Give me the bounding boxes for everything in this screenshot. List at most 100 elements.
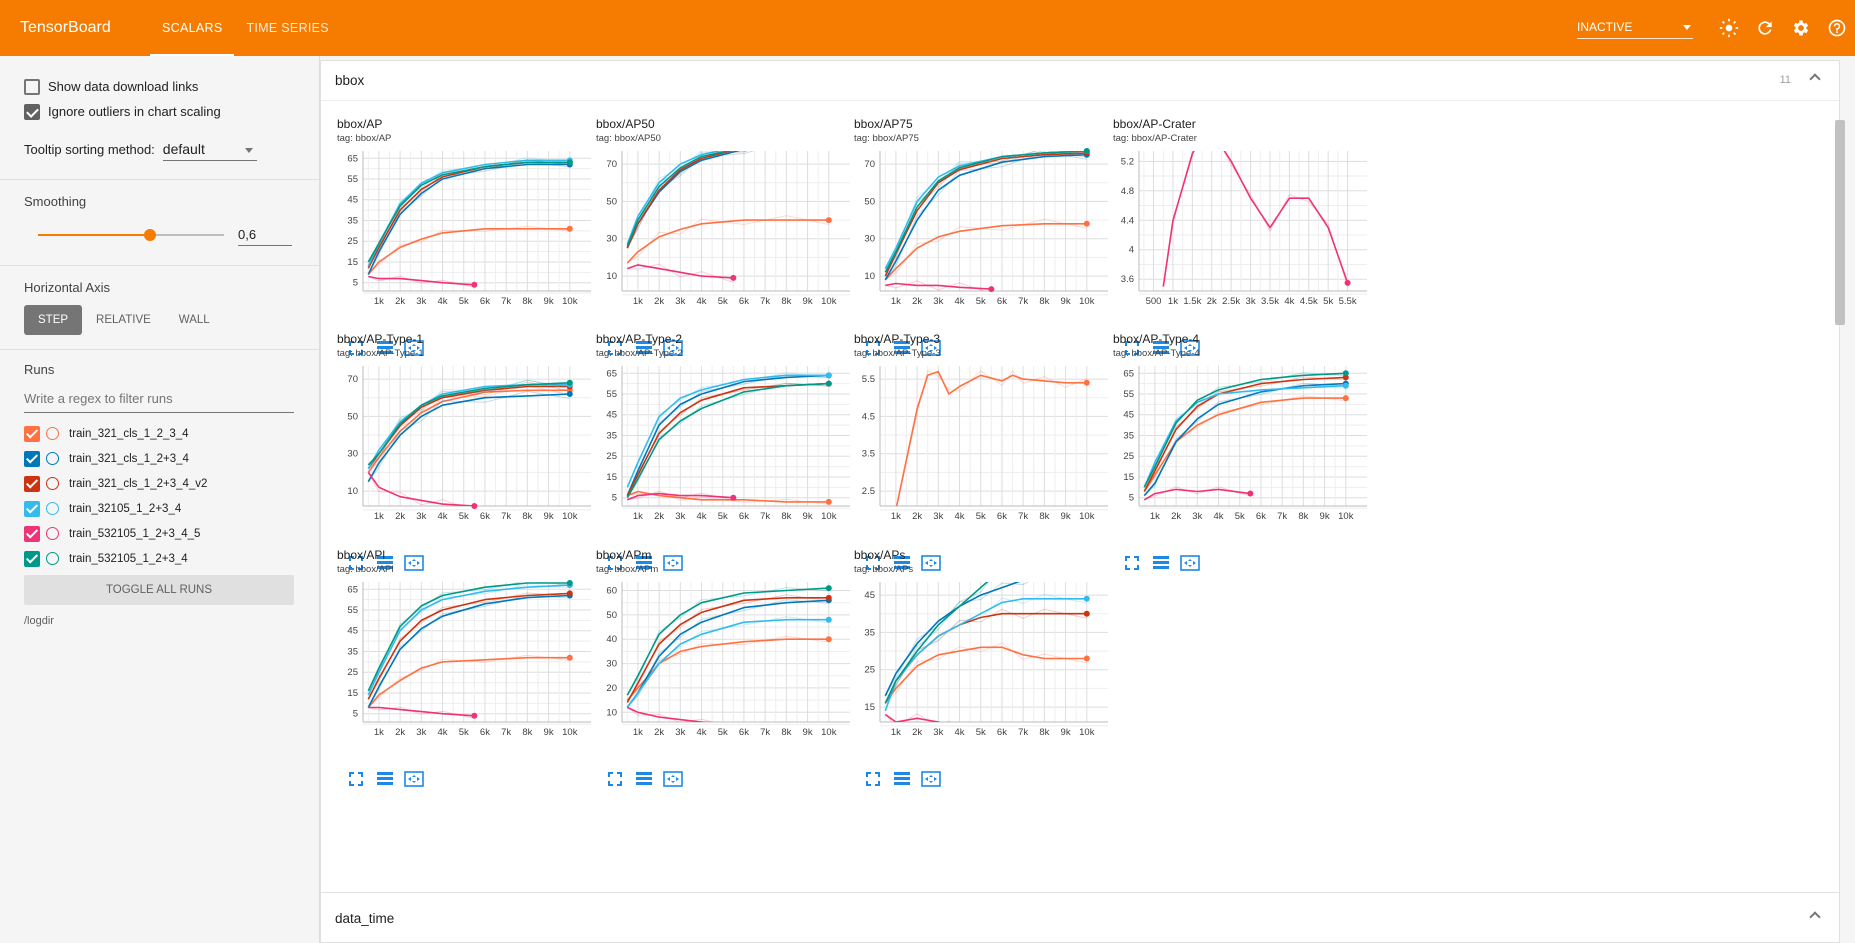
chart-plot[interactable]: 70 50 30 10 1k 2k 3k 4k 5k 6k 7k 8k 9k 10k xyxy=(337,362,597,542)
brightness-icon[interactable] xyxy=(1711,10,1747,46)
run-color-swatch[interactable] xyxy=(46,552,59,565)
series-line[interactable] xyxy=(626,147,829,249)
run-checkbox[interactable] xyxy=(24,475,40,492)
fullscreen-icon[interactable] xyxy=(862,339,884,357)
smoothing-value-input[interactable]: 0,6 xyxy=(238,224,292,246)
series-line[interactable] xyxy=(367,656,570,709)
series-line[interactable] xyxy=(626,618,829,708)
series-line[interactable] xyxy=(368,275,475,286)
series-line[interactable] xyxy=(884,152,1087,277)
series-line[interactable] xyxy=(367,382,570,466)
series-end-point[interactable] xyxy=(825,217,832,224)
series-line[interactable] xyxy=(367,592,570,700)
series-line[interactable] xyxy=(627,492,734,501)
fit-domain-icon[interactable] xyxy=(403,554,425,572)
series-line[interactable] xyxy=(1143,488,1251,501)
data-table-icon[interactable] xyxy=(1150,554,1172,572)
checkbox-box[interactable] xyxy=(24,78,40,95)
chart-plot[interactable]: 65 55 45 35 25 15 5 1k 2k 3k 4k 5k 6k 7k 8k 9k 10k xyxy=(1113,362,1373,542)
fullscreen-icon[interactable] xyxy=(604,770,626,788)
series-line[interactable] xyxy=(626,147,829,249)
axis-relative-button[interactable]: RELATIVE xyxy=(96,314,151,326)
series-line[interactable] xyxy=(367,582,570,692)
toggle-all-runs-button[interactable]: TOGGLE ALL RUNS xyxy=(24,575,294,605)
chart-plot[interactable]: 5.5 4.5 3.5 2.5 1k 2k 3k 4k 5k 6k 7k 8k 9k 10k xyxy=(854,362,1114,542)
fit-domain-icon[interactable] xyxy=(403,339,425,357)
series-line[interactable] xyxy=(626,382,829,499)
fullscreen-icon[interactable] xyxy=(345,554,367,572)
run-checkbox[interactable] xyxy=(24,500,40,517)
series-end-point[interactable] xyxy=(730,274,737,281)
chart-plot[interactable]: 60 50 40 30 20 10 1k 2k 3k 4k 5k 6k 7k 8k 9k 10k xyxy=(596,578,856,758)
series-end-point[interactable] xyxy=(825,380,832,387)
data-table-icon[interactable] xyxy=(1150,339,1172,357)
ignore-outliers-checkbox[interactable]: Ignore outliers in chart scaling xyxy=(24,99,295,124)
series-line[interactable] xyxy=(884,597,1087,712)
chart-plot[interactable]: 70 50 30 10 1k 2k 3k 4k 5k 6k 7k 8k 9k 10k xyxy=(854,147,1114,327)
inactive-plugin-select[interactable]: INACTIVE xyxy=(1577,17,1693,39)
series-line[interactable] xyxy=(1162,147,1349,287)
refresh-icon[interactable] xyxy=(1747,10,1783,46)
chart-plot[interactable]: 70 50 30 10 1k 2k 3k 4k 5k 6k 7k 8k 9k 10k xyxy=(596,147,856,327)
checkbox-box-checked[interactable] xyxy=(24,103,40,120)
tab-time-series[interactable]: TIME SERIES xyxy=(246,21,329,35)
series-line[interactable] xyxy=(626,599,829,708)
series-end-point[interactable] xyxy=(825,372,832,379)
fit-domain-icon[interactable] xyxy=(662,770,684,788)
series-line[interactable] xyxy=(626,374,829,496)
series-end-point[interactable] xyxy=(1083,655,1090,662)
series-end-point[interactable] xyxy=(471,281,478,288)
data-table-icon[interactable] xyxy=(374,339,396,357)
series-line[interactable] xyxy=(367,584,570,696)
chart-plot[interactable]: 65 55 45 35 25 15 5 1k 2k 3k 4k 5k 6k 7k 8k 9k 10k xyxy=(337,147,597,327)
run-checkbox[interactable] xyxy=(24,550,40,567)
run-color-swatch[interactable] xyxy=(46,452,59,465)
fullscreen-icon[interactable] xyxy=(1121,554,1143,572)
fit-domain-icon[interactable] xyxy=(1179,339,1201,357)
data-table-icon[interactable] xyxy=(891,554,913,572)
show-download-links-checkbox[interactable]: Show data download links xyxy=(24,74,295,99)
fit-domain-icon[interactable] xyxy=(662,339,684,357)
series-end-point[interactable] xyxy=(1083,610,1090,617)
series-line[interactable] xyxy=(884,153,1087,281)
series-end-point[interactable] xyxy=(566,379,573,386)
series-end-point[interactable] xyxy=(566,225,573,232)
run-row[interactable]: train_321_cls_1_2+3_4_v2 xyxy=(24,471,295,496)
run-row[interactable]: train_532105_1_2+3_4 xyxy=(24,546,295,571)
series-line[interactable] xyxy=(367,385,570,470)
help-icon[interactable] xyxy=(1819,10,1855,46)
series-line[interactable] xyxy=(884,223,1087,281)
axis-wall-button[interactable]: WALL xyxy=(178,314,210,326)
series-end-point[interactable] xyxy=(730,494,737,501)
series-line[interactable] xyxy=(1143,376,1346,492)
slider-thumb[interactable] xyxy=(143,229,156,241)
chart-plot[interactable]: 65 55 45 35 25 15 5 1k 2k 3k 4k 5k 6k 7k 8k 9k 10k xyxy=(596,362,856,542)
tooltip-sorting-select[interactable]: default xyxy=(162,138,257,161)
series-end-point[interactable] xyxy=(471,503,478,509)
series-line[interactable] xyxy=(1143,382,1346,497)
fit-domain-icon[interactable] xyxy=(662,554,684,572)
series-line[interactable] xyxy=(884,151,1087,273)
smoothing-slider[interactable] xyxy=(38,225,228,245)
series-end-point[interactable] xyxy=(825,636,832,643)
series-line[interactable] xyxy=(626,147,829,247)
data-table-icon[interactable] xyxy=(633,554,655,572)
chart-plot[interactable]: 5.2 4.8 4.4 4 3.6 500 1k 1.5k 2k 2.5k 3k 3.5k 4k 4.5k… xyxy=(1113,147,1373,327)
series-end-point[interactable] xyxy=(1247,490,1254,497)
fit-domain-icon[interactable] xyxy=(920,339,942,357)
fullscreen-icon[interactable] xyxy=(345,770,367,788)
series-end-point[interactable] xyxy=(1342,374,1349,381)
group-header-data-time[interactable]: data_time xyxy=(321,893,1839,943)
run-color-swatch[interactable] xyxy=(46,527,59,540)
run-row[interactable]: train_321_cls_1_2_3_4 xyxy=(24,421,295,446)
fullscreen-icon[interactable] xyxy=(604,339,626,357)
series-line[interactable] xyxy=(885,282,992,290)
series-end-point[interactable] xyxy=(825,594,832,601)
series-line[interactable] xyxy=(884,578,1087,697)
series-line[interactable] xyxy=(626,219,829,264)
series-end-point[interactable] xyxy=(988,286,995,293)
tab-scalars[interactable]: SCALARS xyxy=(150,0,235,56)
series-line[interactable] xyxy=(367,594,570,708)
chevron-up-icon[interactable] xyxy=(1809,73,1821,85)
run-color-swatch[interactable] xyxy=(46,502,59,515)
